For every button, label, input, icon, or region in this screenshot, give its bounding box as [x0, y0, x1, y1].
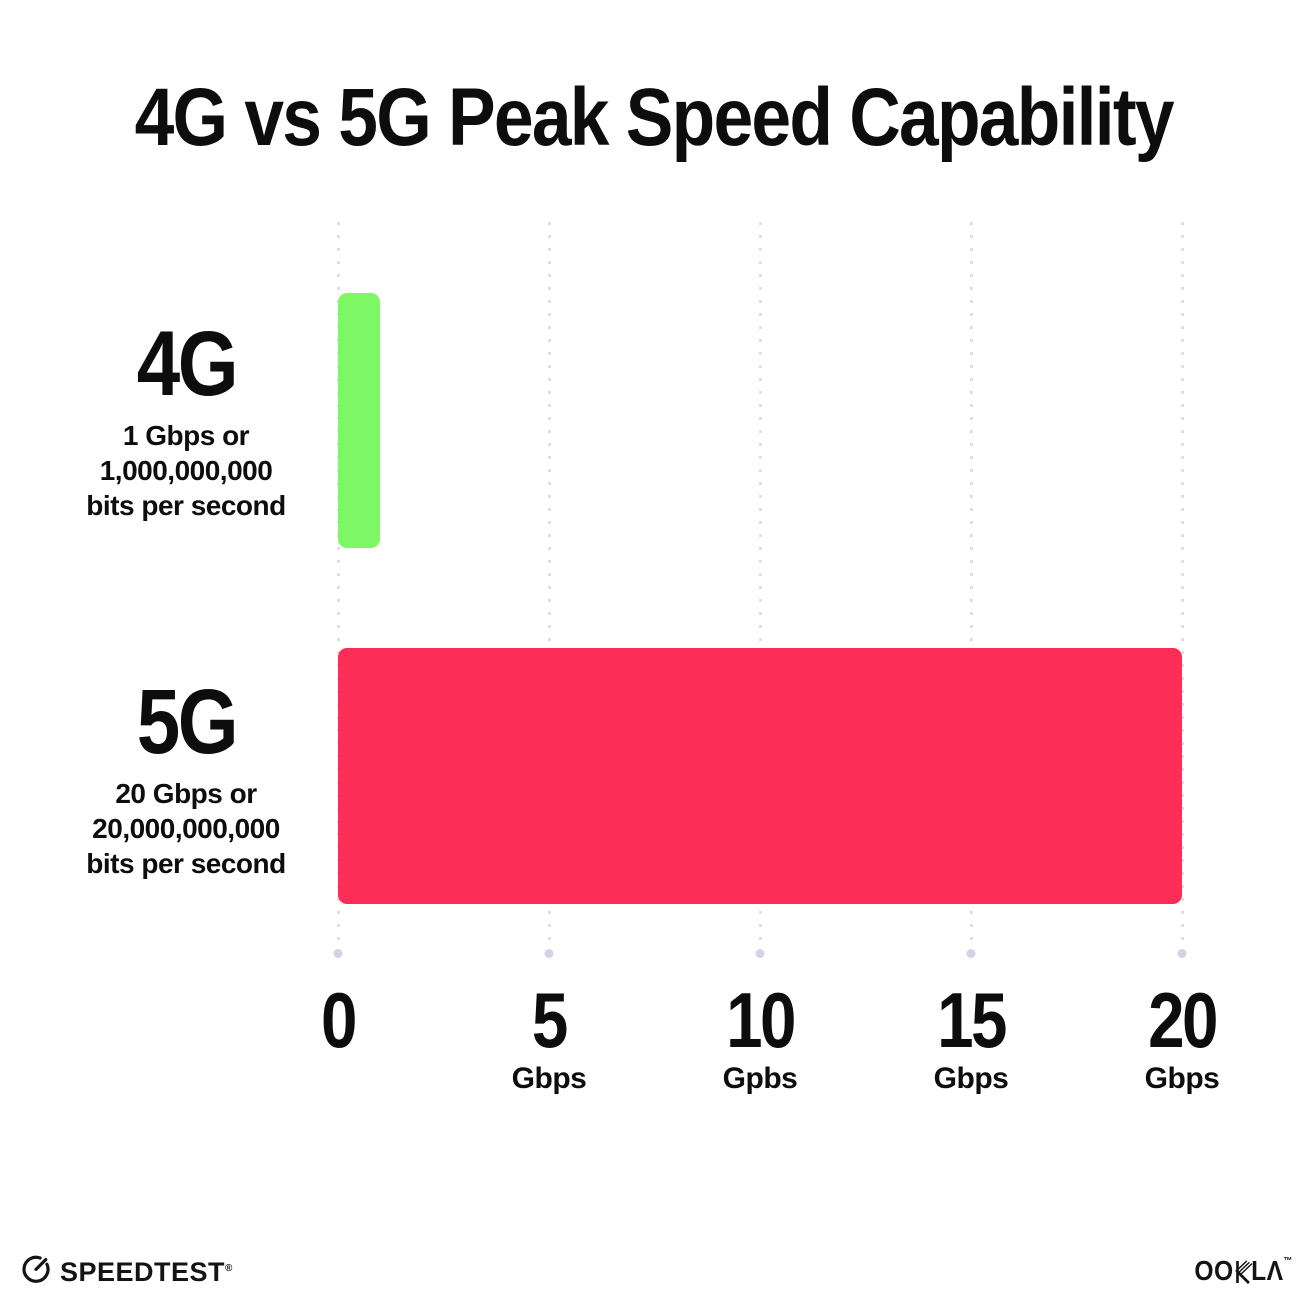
x-tick-15-value: 15	[937, 976, 1007, 1064]
ookla-wordmark-la: LΛ	[1250, 1255, 1284, 1286]
speedtest-wordmark: SPEEDTEST®	[60, 1257, 233, 1287]
row-label-4g: 4G 1 Gbps or 1,000,000,000 bits per seco…	[36, 318, 336, 523]
x-tick-5: 5 Gbps	[511, 976, 587, 1096]
bar-5g	[338, 648, 1182, 904]
gridline-10	[758, 222, 762, 955]
gridline-5	[547, 222, 551, 955]
row-label-4g-sub: 1 Gbps or 1,000,000,000 bits per second	[36, 418, 336, 523]
gridline-0	[336, 222, 340, 955]
row-label-5g-subline-2: 20,000,000,000	[92, 813, 280, 844]
x-tick-0-value: 0	[321, 976, 357, 1064]
ookla-trademark: ™	[1283, 1256, 1292, 1267]
ookla-logo: OO LΛ ™	[1194, 1256, 1292, 1290]
x-tick-20-unit: Gbps	[1144, 1062, 1220, 1095]
gridline-15	[969, 222, 973, 955]
row-label-4g-subline-2: 1,000,000,000	[99, 455, 273, 486]
chart-title-text: 4G vs 5G Peak Speed Capability	[134, 71, 1175, 163]
x-tick-10-unit: Gpbs	[722, 1062, 798, 1095]
x-tick-20: 20 Gbps	[1142, 976, 1223, 1096]
row-label-5g-heading: 5G	[36, 676, 336, 768]
chart-title: 4G vs 5G Peak Speed Capability	[0, 71, 1308, 165]
x-tick-10: 10 Gpbs	[720, 976, 801, 1096]
row-label-4g-subline-3: bits per second	[86, 490, 286, 521]
x-tick-20-value: 20	[1148, 976, 1218, 1064]
row-label-4g-text: 4G	[136, 313, 238, 415]
x-axis: 0 5 Gbps 10 Gpbs 15 Gbps 20 Gbps	[321, 976, 1220, 1114]
row-label-5g-subline-1: 20 Gbps or	[115, 778, 257, 809]
ookla-k-icon	[1233, 1257, 1252, 1290]
row-label-5g: 5G 20 Gbps or 20,000,000,000 bits per se…	[36, 676, 336, 881]
row-label-5g-subline-3: bits per second	[86, 848, 286, 879]
row-label-5g-text: 5G	[136, 671, 238, 773]
row-label-4g-subline-1: 1 Gbps or	[122, 420, 250, 451]
x-tick-10-value: 10	[726, 976, 796, 1064]
speedtest-trademark: ®	[225, 1263, 233, 1274]
x-tick-0: 0	[318, 976, 358, 1064]
row-label-4g-heading: 4G	[36, 318, 336, 410]
x-tick-5-value: 5	[532, 976, 568, 1064]
x-tick-5-unit: Gbps	[511, 1062, 587, 1095]
gridline-20	[1180, 222, 1184, 955]
bar-4g	[338, 293, 381, 548]
x-tick-15: 15 Gbps	[931, 976, 1012, 1096]
row-label-5g-sub: 20 Gbps or 20,000,000,000 bits per secon…	[36, 776, 336, 881]
ookla-wordmark-oo: OO	[1194, 1255, 1234, 1286]
speedtest-logo: SPEEDTEST®	[20, 1252, 233, 1289]
x-tick-15-unit: Gbps	[933, 1062, 1009, 1095]
speedtest-gauge-icon	[20, 1252, 52, 1289]
plot-area	[336, 222, 1184, 955]
